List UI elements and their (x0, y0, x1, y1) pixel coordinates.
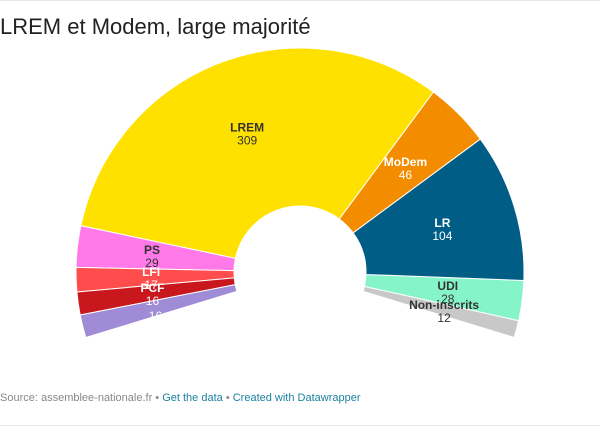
slice-value-lfi: 17 (144, 278, 158, 292)
slice-lrem[interactable] (80, 47, 435, 259)
datawrapper-link[interactable]: Created with Datawrapper (232, 392, 361, 404)
chart-title: LREM et Modem, large majorité (0, 14, 311, 39)
slice-value-modem: 46 (399, 168, 413, 182)
slice-label-other-8: 16 (149, 309, 163, 323)
slice-value-other-8: 16 (149, 309, 163, 323)
slice-other-8[interactable] (79, 284, 238, 339)
slice-name-ps: PS (144, 243, 160, 257)
bottom-divider (0, 425, 600, 426)
slice-name-lrem: LREM (230, 121, 264, 135)
top-divider (0, 0, 600, 1)
slice-name-modem: MoDem (384, 155, 427, 169)
slice-name-lfi: LFI (142, 265, 160, 279)
slice-value-ps: 29 (145, 256, 159, 270)
footer-separator: • (152, 392, 163, 404)
slice-value-pcf: 16 (146, 294, 160, 308)
slice-name-lr: LR (434, 216, 450, 230)
footer-separator: • (222, 392, 233, 404)
slice-name-pcf: PCF (140, 281, 164, 295)
slice-name-non-inscrits: Non-inscrits (409, 298, 479, 312)
source-text: Source: assemblee-nationale.fr (0, 392, 153, 404)
get-the-data-link[interactable]: Get the data (162, 392, 223, 404)
slice-value-lrem: 309 (237, 134, 257, 148)
slice-lr[interactable] (352, 138, 525, 281)
slice-value-udi: 28 (441, 292, 455, 306)
slice-value-lr: 104 (432, 229, 452, 243)
slice-name-udi: UDI (437, 279, 458, 293)
slice-value-non-inscrits: 12 (437, 311, 451, 325)
chart-footer: Source: assemblee-nationale.fr • Get the… (0, 392, 361, 404)
